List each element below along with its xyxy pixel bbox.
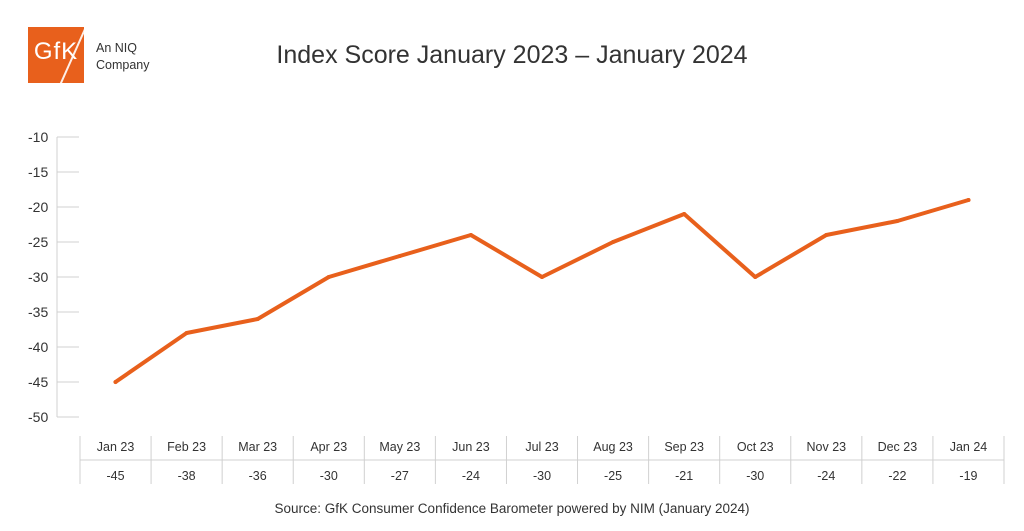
x-category-label: Jun 23 <box>452 440 490 454</box>
data-point <box>468 233 473 237</box>
data-table-value: -30 <box>746 469 764 483</box>
data-table-value: -21 <box>675 469 693 483</box>
x-category-label: Nov 23 <box>807 440 847 454</box>
data-point <box>184 331 189 335</box>
chart-title-text: Index Score January 2023 – January 2024 <box>276 41 748 69</box>
x-category-label: Aug 23 <box>593 440 633 454</box>
y-tick-label: -10 <box>28 129 48 145</box>
x-category-label: Jan 24 <box>950 440 988 454</box>
x-category-label: May 23 <box>379 440 420 454</box>
source-note: Source: GfK Consumer Confidence Baromete… <box>274 501 750 516</box>
x-category-label: Dec 23 <box>878 440 918 454</box>
x-category-label: Sep 23 <box>664 440 704 454</box>
data-point <box>682 212 687 216</box>
y-tick-label: -40 <box>28 339 48 355</box>
y-tick-label: -50 <box>28 409 48 425</box>
chart-title: Index Score January 2023 – January 2024 <box>0 41 1024 70</box>
y-tick-label: -30 <box>28 269 48 285</box>
data-table-value: -38 <box>178 469 196 483</box>
data-table-value: -36 <box>249 469 267 483</box>
data-table-value: -24 <box>817 469 835 483</box>
data-point <box>113 380 118 384</box>
y-tick-label: -45 <box>28 374 48 390</box>
gfk-logo: GfK <box>28 27 84 83</box>
data-table-value: -27 <box>391 469 409 483</box>
data-point <box>824 233 829 237</box>
x-category-label: Apr 23 <box>310 440 347 454</box>
data-table-value: -30 <box>533 469 551 483</box>
data-point <box>895 219 900 223</box>
data-point <box>326 275 331 279</box>
x-category-label: Oct 23 <box>737 440 774 454</box>
data-table-value: -45 <box>106 469 124 483</box>
x-category-label: Jul 23 <box>525 440 558 454</box>
brand-tagline: An NIQ Company <box>96 40 150 74</box>
data-table-value: -22 <box>888 469 906 483</box>
data-table-value: -24 <box>462 469 480 483</box>
data-point <box>540 275 544 279</box>
data-point <box>255 317 260 321</box>
x-category-label: Mar 23 <box>238 440 277 454</box>
y-tick-label: -15 <box>28 164 48 180</box>
tagline-line-2: Company <box>96 58 150 72</box>
data-point <box>966 198 971 202</box>
tagline-line-1: An NIQ <box>96 41 137 55</box>
data-table-value: -19 <box>959 469 977 483</box>
y-tick-label: -20 <box>28 199 48 215</box>
data-point <box>753 275 758 279</box>
data-table-value: -25 <box>604 469 622 483</box>
data-table-value: -30 <box>320 469 338 483</box>
x-category-label: Feb 23 <box>167 440 206 454</box>
data-point <box>397 254 402 258</box>
data-point <box>611 240 616 244</box>
x-category-label: Jan 23 <box>97 440 135 454</box>
y-tick-label: -35 <box>28 304 48 320</box>
series-line <box>113 198 971 384</box>
y-tick-label: -25 <box>28 234 48 250</box>
